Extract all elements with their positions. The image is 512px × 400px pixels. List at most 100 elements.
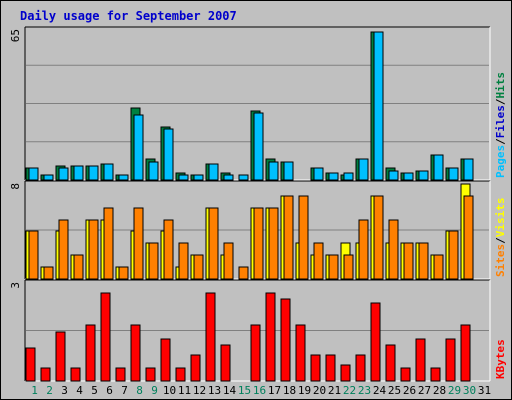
bar-sites-day-25 [388, 219, 399, 280]
bar-files-day-17 [268, 161, 279, 181]
panel-legend: Pages/Files/Hits [494, 72, 507, 178]
bar-files-day-15 [238, 174, 249, 181]
series-sites [28, 195, 474, 280]
legend-entry: / [494, 138, 507, 145]
bar-sites-day-27 [418, 242, 429, 280]
bar-files-day-11 [178, 174, 189, 181]
x-tick-label-day-28: 28 [433, 384, 446, 397]
x-tick-label-day-9: 9 [151, 384, 158, 397]
bar-kbytes-day-28 [430, 367, 441, 382]
bar-kbytes-day-19 [295, 324, 306, 382]
bar-files-day-27 [418, 170, 429, 181]
bar-files-day-30 [463, 158, 474, 181]
legend-entry: Hits [494, 72, 507, 99]
x-tick-label-day-25: 25 [388, 384, 401, 397]
y-axis-max-label: 65 [9, 29, 22, 42]
bar-kbytes-day-11 [175, 367, 186, 382]
bar-files-day-7 [118, 174, 129, 181]
bar-sites-day-22 [343, 254, 354, 280]
bar-files-day-6 [103, 163, 114, 181]
bar-sites-day-4 [73, 254, 84, 280]
bar-files-day-26 [403, 172, 414, 181]
bar-sites-day-15 [238, 266, 249, 280]
bar-sites-day-21 [328, 254, 339, 280]
bar-kbytes-day-3 [55, 331, 66, 382]
chart-title: Daily usage for September 2007 [20, 9, 237, 23]
bar-sites-day-14 [223, 242, 234, 280]
legend-entry: Visits [494, 198, 507, 238]
x-tick-label-day-23: 23 [358, 384, 371, 397]
x-tick-label-day-4: 4 [76, 384, 83, 397]
bar-sites-day-23 [358, 219, 369, 280]
x-tick-label-day-2: 2 [46, 384, 53, 397]
x-tick-label-day-5: 5 [91, 384, 98, 397]
bar-kbytes-day-26 [400, 367, 411, 382]
x-tick-label-day-21: 21 [328, 384, 341, 397]
bar-sites-day-12 [193, 254, 204, 280]
bar-files-day-8 [133, 114, 144, 181]
x-tick-label-day-18: 18 [283, 384, 296, 397]
bar-files-day-29 [448, 167, 459, 181]
bar-files-day-4 [73, 165, 84, 181]
bar-kbytes-day-23 [355, 354, 366, 382]
y-axis-max-label: 3 [9, 282, 22, 289]
bar-files-day-2 [43, 174, 54, 181]
x-tick-label-day-22: 22 [343, 384, 356, 397]
x-tick-label-day-24: 24 [373, 384, 387, 397]
legend-entry: Pages [494, 145, 507, 178]
bar-sites-day-19 [298, 195, 309, 280]
bar-kbytes-day-16 [250, 324, 261, 382]
panel-hits-files-pages: 65 Pages/Files/Hits [9, 26, 507, 181]
x-tick-label-day-12: 12 [193, 384, 206, 397]
bar-files-day-18 [283, 161, 294, 181]
bar-kbytes-day-7 [115, 367, 126, 382]
bar-files-day-9 [148, 161, 159, 181]
bar-sites-day-30 [463, 195, 474, 280]
bar-kbytes-day-8 [130, 324, 141, 382]
bar-kbytes-day-22 [340, 364, 351, 382]
bar-sites-day-2 [43, 266, 54, 280]
x-tick-label-day-19: 19 [298, 384, 311, 397]
x-tick-label-day-16: 16 [253, 384, 266, 397]
x-tick-label-day-17: 17 [268, 384, 281, 397]
x-axis-labels: 1 2 3 4 5 6 7 8 9 10 11 12 13 14 15 16 17 18 19 20 21 22 23 24 2… [31, 384, 491, 397]
bar-sites-day-7 [118, 266, 129, 280]
bar-sites-day-17 [268, 207, 279, 280]
bar-files-day-23 [358, 158, 369, 181]
y-axis-max-label: 8 [9, 183, 22, 190]
legend-entry: KBytes [494, 339, 507, 379]
bar-kbytes-day-29 [445, 338, 456, 382]
bar-sites-day-1 [28, 230, 39, 280]
x-tick-label-day-11: 11 [178, 384, 191, 397]
x-tick-label-day-26: 26 [403, 384, 416, 397]
legend-entry: / [494, 98, 507, 105]
x-tick-label-day-20: 20 [313, 384, 326, 397]
x-tick-label-day-15: 15 [238, 384, 251, 397]
bar-sites-day-9 [148, 242, 159, 280]
bar-files-day-3 [58, 167, 69, 181]
bar-kbytes-day-25 [385, 344, 396, 382]
bar-files-day-22 [343, 172, 354, 181]
bar-kbytes-day-6 [100, 292, 111, 382]
x-tick-label-day-27: 27 [418, 384, 431, 397]
bar-sites-day-13 [208, 207, 219, 280]
bar-sites-day-3 [58, 219, 69, 280]
x-tick-label-day-30: 30 [463, 384, 476, 397]
bar-kbytes-day-30 [460, 324, 471, 382]
bar-sites-day-29 [448, 230, 459, 280]
bar-files-day-21 [328, 172, 339, 181]
panel-visits-sites: 8 Sites/Visits [9, 180, 507, 280]
x-tick-label-day-3: 3 [61, 384, 68, 397]
x-tick-label-day-6: 6 [106, 384, 113, 397]
bar-kbytes-day-21 [325, 354, 336, 382]
panel-legend: KBytes [494, 339, 507, 379]
bar-sites-day-26 [403, 242, 414, 280]
bar-kbytes-day-13 [205, 292, 216, 382]
bar-files-day-24 [373, 31, 384, 181]
bar-files-day-1 [28, 167, 39, 181]
bar-kbytes-day-20 [310, 354, 321, 382]
bar-files-day-5 [88, 165, 99, 181]
x-tick-label-day-10: 10 [163, 384, 176, 397]
bar-sites-day-10 [163, 219, 174, 280]
bar-sites-day-11 [178, 242, 189, 280]
